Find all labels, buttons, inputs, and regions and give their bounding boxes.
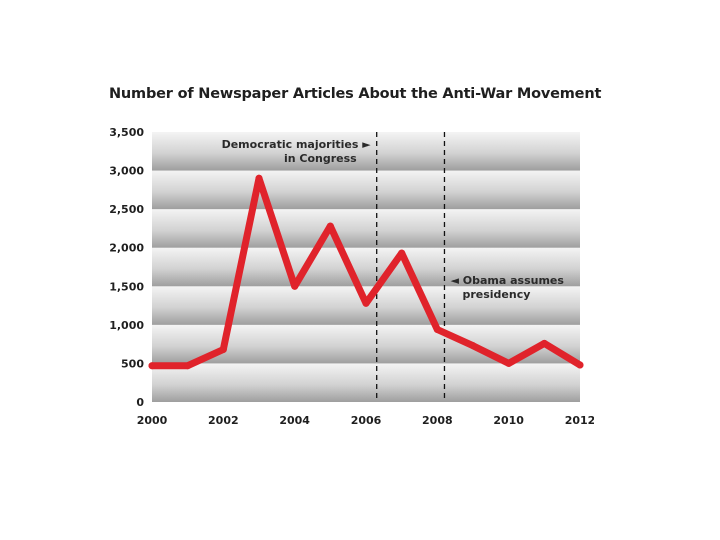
data-point <box>540 339 548 347</box>
grid-band <box>152 170 580 210</box>
y-tick-label: 500 <box>121 357 144 370</box>
y-tick-label: 1,500 <box>109 280 144 293</box>
data-point <box>255 174 263 182</box>
data-point <box>326 222 334 230</box>
y-tick-label: 2,000 <box>109 242 144 255</box>
grid-band <box>152 363 580 402</box>
x-tick-label: 2008 <box>422 414 453 427</box>
annotations: Democratic majorities ►in Congress ◄ Obam… <box>222 132 564 402</box>
y-tick-label: 2,500 <box>109 203 144 216</box>
data-point <box>291 282 299 290</box>
annotation-label: Democratic majorities ► <box>222 138 372 151</box>
x-tick-label: 2006 <box>351 414 382 427</box>
x-tick-label: 2002 <box>208 414 239 427</box>
x-axis: 2000 2002 2004 2006 2008 2010 2012 <box>137 414 594 427</box>
chart-title: Number of Newspaper Articles About the A… <box>109 86 602 102</box>
grid-band <box>152 132 580 171</box>
chart-figure: Number of Newspaper Articles About the A… <box>104 82 601 434</box>
data-point <box>505 359 513 367</box>
grid-band <box>152 209 580 248</box>
annotation-label: in Congress <box>284 152 357 165</box>
x-tick-label: 2012 <box>565 414 594 427</box>
data-point <box>219 346 227 354</box>
data-point <box>433 325 441 333</box>
data-point <box>362 299 370 307</box>
data-point <box>576 361 584 369</box>
x-tick-label: 2000 <box>137 414 168 427</box>
data-point <box>469 342 477 350</box>
y-axis: 0 500 1,000 1,500 2,000 2,500 3,000 3,500 <box>109 126 144 409</box>
annotation-label: ◄ Obama assumes <box>450 274 564 287</box>
x-tick-label: 2010 <box>493 414 524 427</box>
y-tick-label: 3,000 <box>109 165 144 178</box>
data-point <box>148 362 156 370</box>
data-point <box>184 362 192 370</box>
grid-band <box>152 247 580 287</box>
x-tick-label: 2004 <box>279 414 310 427</box>
y-tick-label: 1,000 <box>109 319 144 332</box>
annotation-label: presidency <box>462 288 530 301</box>
series-group <box>148 174 584 370</box>
y-tick-label: 0 <box>136 396 144 409</box>
data-point <box>398 249 406 257</box>
y-tick-label: 3,500 <box>109 126 144 139</box>
